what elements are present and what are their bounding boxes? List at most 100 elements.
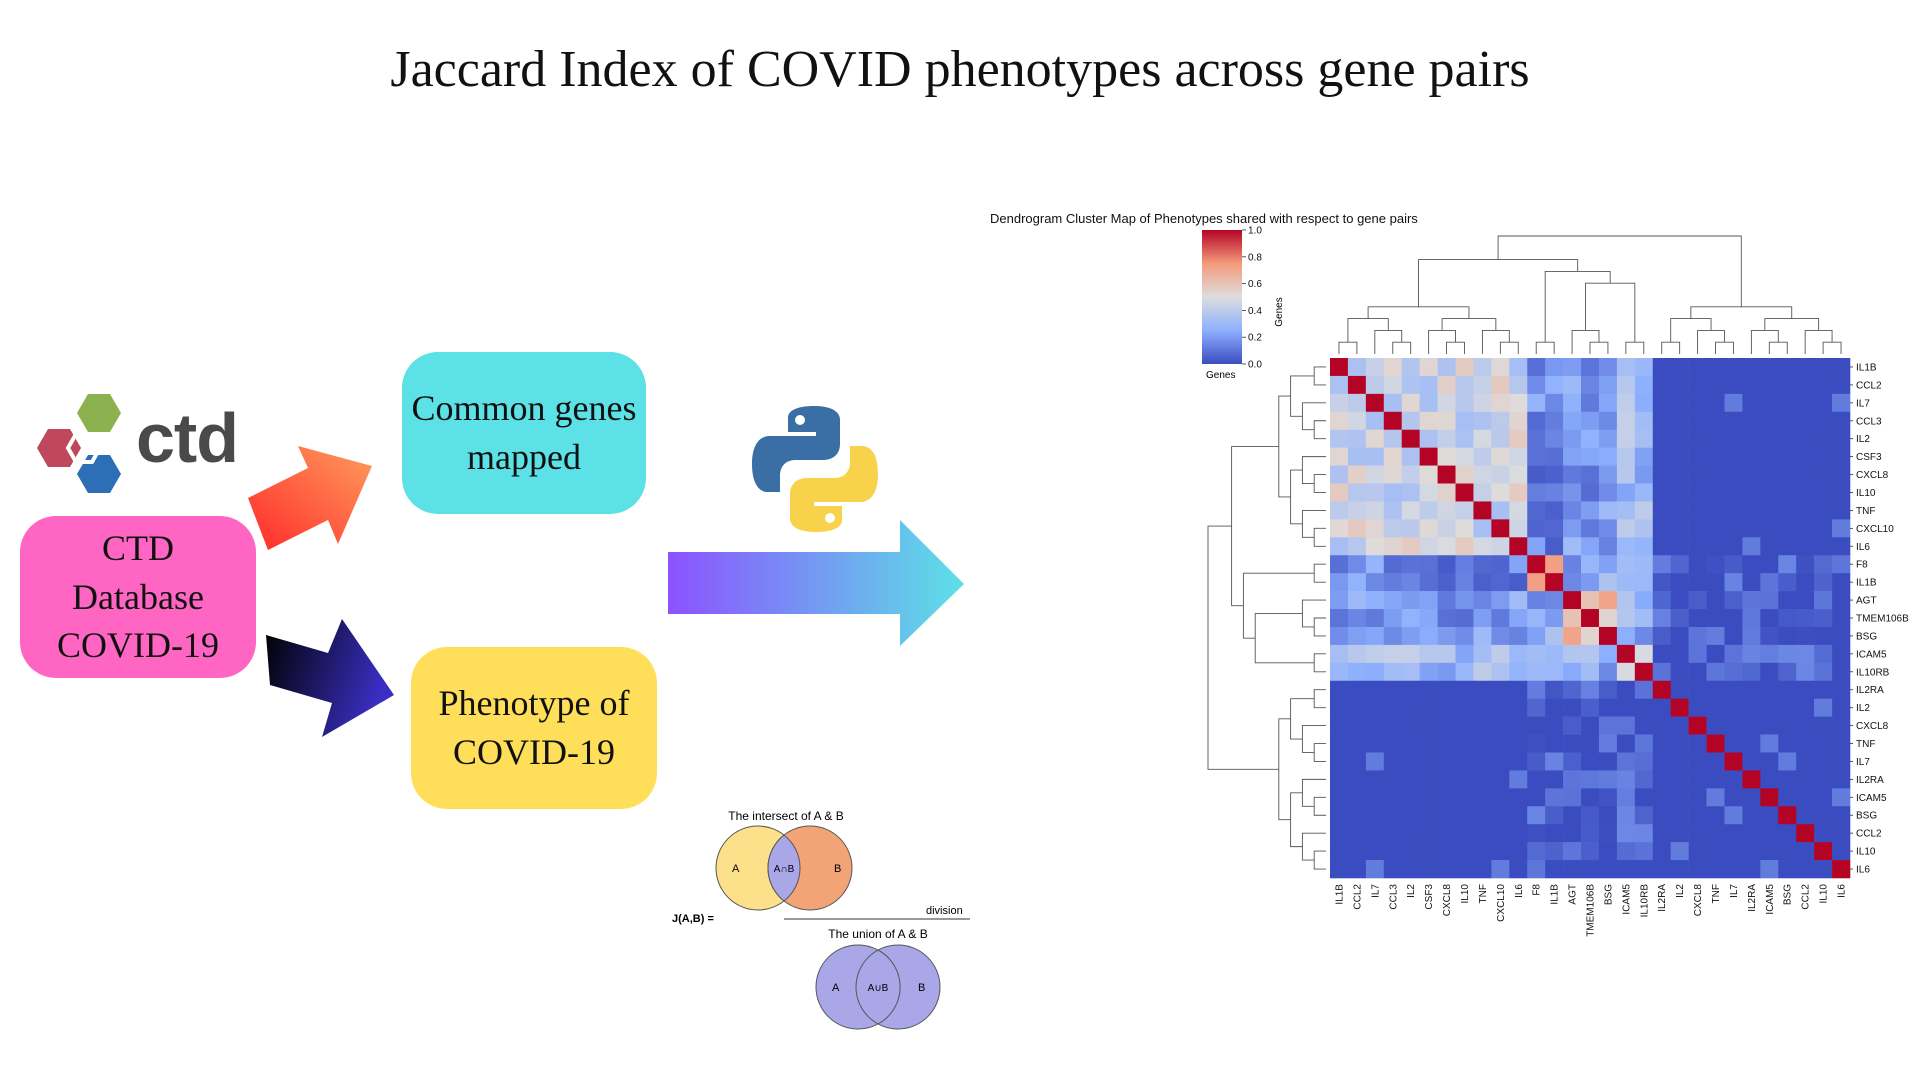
heatmap-cell <box>1634 447 1654 466</box>
heatmap-cell <box>1473 519 1492 538</box>
heatmap-cell <box>1778 411 1797 431</box>
heatmap-cell <box>1670 626 1689 646</box>
row-label: IL6 <box>1856 542 1870 553</box>
heatmap-cell <box>1527 716 1546 735</box>
heatmap-cell <box>1616 411 1636 431</box>
heatmap-cell <box>1581 734 1600 753</box>
heatmap-cell <box>1330 429 1349 448</box>
heatmap-cell <box>1616 662 1636 682</box>
heatmap-cell <box>1832 447 1851 466</box>
heatmap-cell <box>1688 644 1707 664</box>
heatmap-cell <box>1724 358 1743 377</box>
heatmap-cell <box>1832 860 1851 879</box>
set-a-label: A <box>732 863 740 875</box>
heatmap-cell <box>1563 716 1582 735</box>
heatmap-cell <box>1652 716 1671 735</box>
heatmap-cell <box>1634 806 1654 825</box>
heatmap-cell <box>1419 734 1438 753</box>
heatmap-cell <box>1814 644 1833 664</box>
heatmap-cell <box>1473 770 1492 789</box>
heatmap-cell <box>1347 734 1367 753</box>
heatmap-cell <box>1688 662 1707 682</box>
heatmap-cell <box>1796 788 1815 807</box>
heatmap-cell <box>1401 824 1420 843</box>
heatmap-cell <box>1581 680 1600 699</box>
heatmap-cell <box>1832 429 1851 448</box>
heatmap-cell <box>1563 644 1582 664</box>
heatmap-cell <box>1473 393 1492 413</box>
heatmap-cell <box>1796 501 1815 520</box>
heatmap-cell <box>1814 591 1833 610</box>
heatmap-cell <box>1437 860 1456 879</box>
colorbar-label: Genes <box>1274 297 1285 326</box>
heatmap-cell <box>1347 752 1367 771</box>
heatmap-cell <box>1796 447 1815 466</box>
heatmap-cell <box>1706 842 1725 861</box>
heatmap-cell <box>1401 842 1420 861</box>
heatmap-cell <box>1563 698 1582 717</box>
heatmap-cell <box>1330 770 1349 789</box>
colorbar-tick-label: 0.8 <box>1248 252 1262 263</box>
heatmap-cell <box>1563 358 1582 377</box>
heatmap-cell <box>1527 393 1546 413</box>
heatmap-cell <box>1814 393 1833 413</box>
heatmap-cell <box>1527 626 1546 646</box>
heatmap-cell <box>1437 609 1456 628</box>
heatmap-cell <box>1437 698 1456 717</box>
dendrogram-branch <box>1367 306 1470 319</box>
dendrogram-branch <box>1313 474 1326 493</box>
heatmap-cell <box>1330 806 1349 825</box>
heatmap-cell <box>1616 519 1636 538</box>
row-label: CXCL8 <box>1856 721 1889 732</box>
heatmap-cell <box>1634 501 1654 520</box>
heatmap-cell <box>1778 626 1797 646</box>
heatmap-cell <box>1652 375 1671 395</box>
intersect-label: A∩B <box>774 864 795 875</box>
heatmap-cell <box>1706 537 1725 556</box>
heatmap-cell <box>1652 662 1671 682</box>
heatmap-cell <box>1509 393 1528 413</box>
dendrogram-branch <box>1301 725 1326 753</box>
heatmap-cell <box>1419 501 1438 520</box>
heatmap-cell <box>1330 734 1349 753</box>
heatmap-cell <box>1742 662 1761 682</box>
heatmap-cell <box>1491 806 1510 825</box>
heatmap-cell <box>1437 591 1456 610</box>
heatmap-cell <box>1563 609 1582 628</box>
heatmap-cell <box>1706 358 1725 377</box>
dendrogram-branch <box>1313 527 1326 547</box>
heatmap-cell <box>1742 591 1761 610</box>
heatmap-cell <box>1455 573 1474 592</box>
heatmap-cell <box>1330 393 1349 413</box>
heatmap-cell <box>1545 626 1564 646</box>
dendrogram-branch <box>1301 509 1326 538</box>
heatmap-cell <box>1760 483 1779 502</box>
heatmap-cell <box>1760 680 1779 699</box>
heatmap-cell <box>1437 842 1456 861</box>
row-label: TNF <box>1856 506 1875 517</box>
heatmap-cell <box>1796 770 1815 789</box>
heatmap-cell <box>1778 716 1797 735</box>
heatmap-cell <box>1796 429 1815 448</box>
heatmap-cell <box>1545 609 1564 628</box>
heatmap-cell <box>1598 716 1618 735</box>
dendrogram-branch <box>1338 341 1358 354</box>
heatmap-cell <box>1742 788 1761 807</box>
heatmap-cell <box>1401 429 1420 448</box>
heatmap-cell <box>1724 626 1743 646</box>
heatmap-cell <box>1706 734 1725 753</box>
heatmap-cell <box>1706 680 1725 699</box>
dendrogram-branch <box>1441 318 1497 331</box>
heatmap-cell <box>1330 680 1349 699</box>
column-label: IL2 <box>1675 884 1686 898</box>
heatmap-cell <box>1347 824 1367 843</box>
heatmap-cell <box>1598 806 1618 825</box>
heatmap-cell <box>1473 573 1492 592</box>
heatmap-cell <box>1814 752 1833 771</box>
heatmap-cell <box>1688 429 1707 448</box>
heatmap-cell <box>1491 644 1510 664</box>
heatmap-cell <box>1796 609 1815 628</box>
heatmap-cell <box>1491 447 1510 466</box>
heatmap-cell <box>1563 519 1582 538</box>
heatmap-cell <box>1616 375 1636 395</box>
